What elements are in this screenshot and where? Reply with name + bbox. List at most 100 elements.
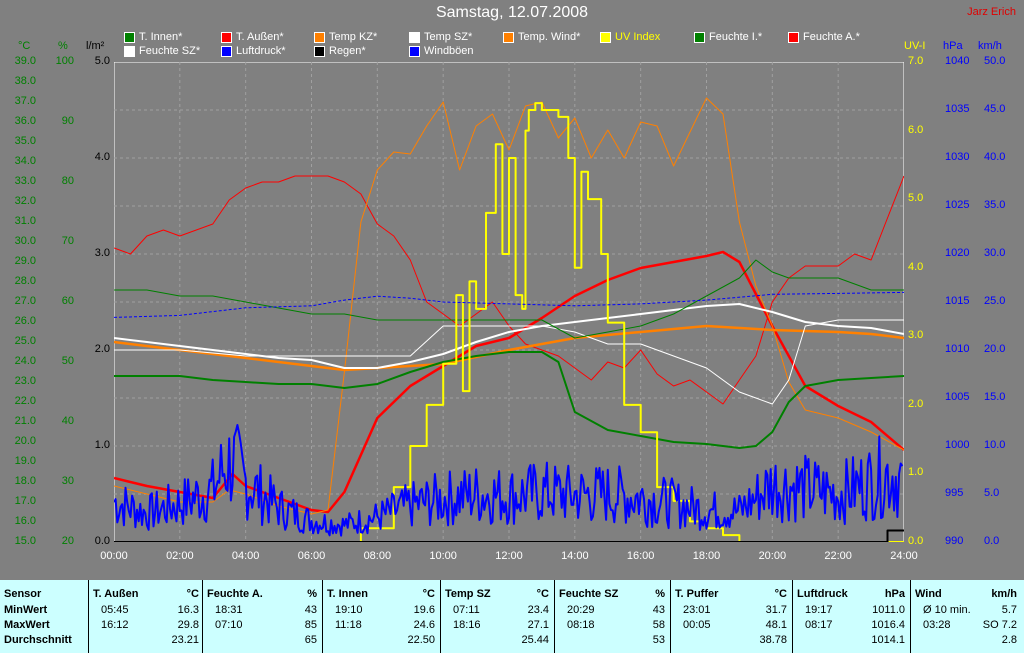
pressure-tick-label: 1025 (945, 199, 970, 211)
temp-tick-label: 34.0 (14, 155, 36, 167)
stats-time: 11:18 (335, 619, 362, 631)
stats-value: 38.78 (759, 634, 787, 646)
temp-tick-label: 27.0 (14, 295, 36, 307)
pressure-axis-unit: hPa (943, 40, 963, 52)
legend-item: Temp KZ* (314, 31, 377, 43)
stats-time: 05:45 (101, 604, 129, 616)
pct-tick-label: 30 (61, 475, 74, 487)
temp-tick-label: 32.0 (14, 195, 36, 207)
legend-item: Feuchte I.* (694, 31, 762, 43)
x-tick-label: 08:00 (363, 550, 392, 562)
series-line-10 (114, 529, 904, 542)
pressure-tick-label: 1000 (945, 439, 970, 451)
stats-header: T. Außen (93, 588, 139, 600)
legend-item: Temp. Wind* (503, 31, 580, 43)
stats-unit: % (655, 588, 665, 600)
stats-value: 53 (652, 634, 665, 646)
legend-label: Luftdruck* (236, 45, 286, 57)
stats-column: T. Puffer °C 23:01 31.7 00:05 48.1 38.78 (670, 580, 791, 653)
temp-tick-label: 23.0 (14, 375, 36, 387)
stats-unit: °C (774, 588, 787, 600)
temp-tick-label: 24.0 (14, 355, 36, 367)
legend-label: Regen* (329, 45, 366, 57)
legend-item: Temp SZ* (409, 31, 472, 43)
stats-unit: °C (186, 588, 199, 600)
pressure-tick-label: 1010 (945, 343, 970, 355)
stats-value: 85 (304, 619, 317, 631)
stats-value: 16.3 (177, 604, 199, 616)
pct-tick-label: 80 (61, 175, 74, 187)
stats-time: 07:10 (215, 619, 243, 631)
temp-tick-label: 20.0 (14, 435, 36, 447)
legend-item: UV Index (600, 31, 660, 43)
pressure-tick-label: 1035 (945, 103, 970, 115)
temp-axis-unit: °C (18, 40, 31, 52)
series-line-2 (114, 97, 904, 515)
x-tick-label: 10:00 (429, 550, 457, 562)
pressure-tick-label: 1020 (945, 247, 970, 259)
temp-tick-label: 39.0 (14, 55, 36, 67)
stats-value: 48.1 (765, 619, 787, 631)
wind-tick-label: 10.0 (984, 439, 1006, 451)
x-tick-label: 04:00 (231, 550, 260, 562)
series-line-11 (114, 424, 904, 537)
legend-swatch (503, 31, 514, 43)
legend-label: Temp. Wind* (518, 31, 581, 43)
legend-swatch (409, 31, 420, 43)
uv-tick-label: 3.0 (908, 329, 924, 342)
x-tick-label: 02:00 (166, 550, 194, 562)
stats-value: 43 (652, 604, 665, 616)
legend-swatch (788, 31, 799, 43)
wind-axis-unit: km/h (978, 40, 1002, 52)
legend-swatch (409, 45, 420, 57)
pct-axis-unit: % (58, 40, 68, 52)
temp-tick-label: 26.0 (14, 315, 36, 327)
chart-title: Samstag, 12.07.2008 (435, 4, 589, 21)
x-tick-label: 16:00 (626, 550, 655, 562)
stats-value: 24.6 (413, 619, 435, 631)
legend-swatch (314, 31, 325, 43)
temp-tick-label: 35.0 (14, 135, 36, 147)
stats-column: Feuchte A.% 18:31 43 07:10 85 65 (202, 580, 321, 653)
stats-time: 03:28 (923, 619, 951, 631)
series-line-9 (114, 291, 904, 318)
stats-unit: °C (422, 588, 435, 600)
uv-tick-label: 5.0 (908, 192, 924, 205)
legend-item: Feuchte SZ* (124, 45, 200, 57)
legend-label: Feuchte I.* (709, 31, 763, 43)
stats-column: Sensor MinWert MaxWert Durchschnitt (0, 580, 90, 653)
stats-header: T. Puffer (675, 588, 719, 600)
temp-tick-label: 22.0 (14, 395, 36, 407)
temp-tick-label: 33.0 (14, 175, 36, 187)
legend-item: Luftdruck* (221, 45, 286, 57)
stats-time: 19:10 (335, 604, 363, 616)
rain-axis-unit: l/m² (86, 40, 105, 52)
legend-label: Feuchte A.* (803, 31, 860, 43)
x-tick-label: 22:00 (824, 550, 852, 562)
temp-tick-label: 38.0 (14, 75, 36, 87)
legend-label: Windböen (424, 45, 474, 57)
rain-tick-label: 3.0 (94, 247, 110, 259)
series-line-3 (114, 324, 904, 372)
stats-time: 08:17 (805, 619, 833, 631)
x-tick-label: 00:00 (100, 550, 128, 562)
stats-value: 1011.0 (872, 604, 905, 616)
wind-tick-label: 50.0 (984, 55, 1006, 67)
temp-tick-label: 36.0 (14, 115, 36, 127)
stats-value: 29.8 (177, 619, 199, 631)
series-line-0 (114, 250, 904, 514)
x-tick-label: 24:00 (890, 550, 918, 562)
legend-label: Feuchte SZ* (139, 45, 201, 57)
stats-unit: hPa (884, 588, 905, 600)
rain-tick-label: 0.0 (94, 535, 110, 547)
stats-header: Temp SZ (445, 588, 491, 600)
legend-label: Temp KZ* (329, 31, 378, 43)
stats-header: Sensor (4, 588, 42, 600)
stats-value: 2.8 (1001, 634, 1017, 646)
wind-tick-label: 15.0 (984, 391, 1006, 403)
stats-column: Temp SZ °C 07:11 23.4 18:16 27.1 25.44 (440, 580, 553, 653)
temp-tick-label: 15.0 (14, 535, 36, 547)
stats-column: T. Innen °C 19:10 19.6 11:18 24.6 22.50 (322, 580, 439, 653)
stats-column: Feuchte SZ% 20:29 43 08:18 58 53 (554, 580, 669, 653)
legend-item: Windböen (409, 45, 474, 57)
